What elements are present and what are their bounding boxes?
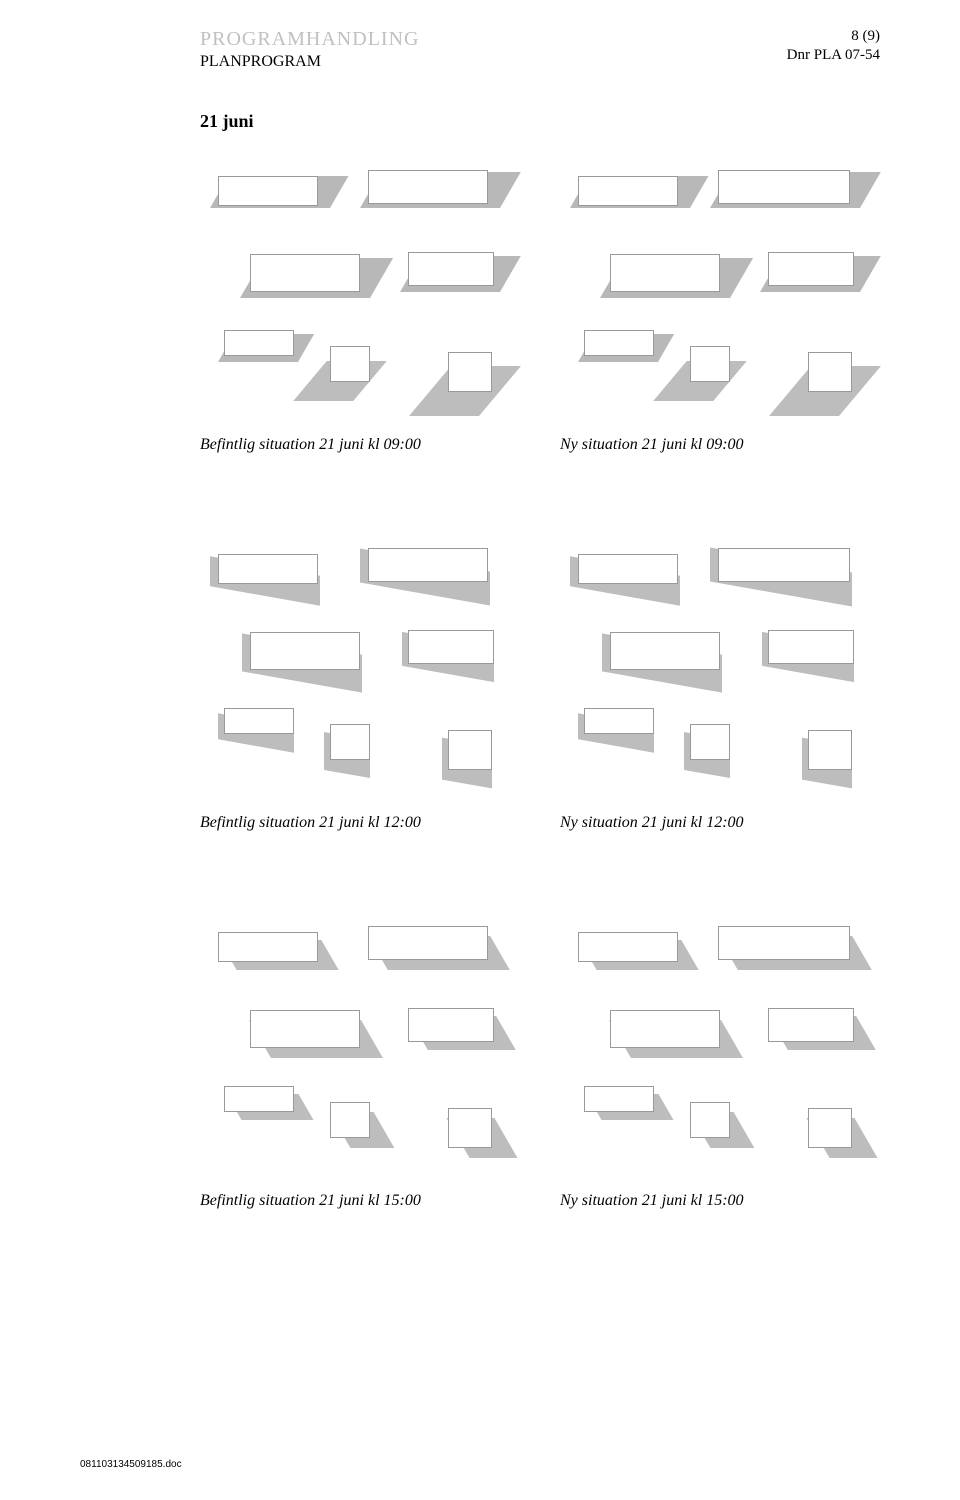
header-left: PROGRAMHANDLING PLANPROGRAM <box>200 28 419 71</box>
shadow-diagram <box>560 544 880 804</box>
shadow-diagram <box>200 922 520 1182</box>
figure-caption: Befintlig situation 21 juni kl 15:00 <box>200 1192 520 1210</box>
figure-cell-left: Befintlig situation 21 juni kl 15:00 <box>200 922 520 1210</box>
content: 21 juni Befintlig situation 21 juni kl 0… <box>0 71 960 1210</box>
shadow-diagram <box>560 922 880 1182</box>
figure-caption: Ny situation 21 juni kl 15:00 <box>560 1192 880 1210</box>
figure-cell-left: Befintlig situation 21 juni kl 12:00 <box>200 544 520 832</box>
figure-caption: Ny situation 21 juni kl 12:00 <box>560 814 880 832</box>
figure-cell-right: Ny situation 21 juni kl 15:00 <box>560 922 880 1210</box>
figure-caption: Ny situation 21 juni kl 09:00 <box>560 436 880 454</box>
figure-cell-right: Ny situation 21 juni kl 12:00 <box>560 544 880 832</box>
figure-caption: Befintlig situation 21 juni kl 09:00 <box>200 436 520 454</box>
shadow-diagram <box>200 544 520 804</box>
figure-caption: Befintlig situation 21 juni kl 12:00 <box>200 814 520 832</box>
page-number: 8 (9) <box>787 28 880 45</box>
doc-subtitle: PLANPROGRAM <box>200 53 419 71</box>
figure-row: Befintlig situation 21 juni kl 09:00 Ny … <box>200 166 880 454</box>
dnr: Dnr PLA 07-54 <box>787 47 880 64</box>
shadow-diagram <box>200 166 520 426</box>
figure-row: Befintlig situation 21 juni kl 15:00 Ny … <box>200 922 880 1210</box>
figure-cell-left: Befintlig situation 21 juni kl 09:00 <box>200 166 520 454</box>
page-header: PROGRAMHANDLING PLANPROGRAM 8 (9) Dnr PL… <box>0 0 960 71</box>
figure-row: Befintlig situation 21 juni kl 12:00 Ny … <box>200 544 880 832</box>
figure-cell-right: Ny situation 21 juni kl 09:00 <box>560 166 880 454</box>
shadow-diagram <box>560 166 880 426</box>
footer-filename: 081103134509185.doc <box>80 1459 182 1470</box>
doc-title: PROGRAMHANDLING <box>200 28 419 51</box>
header-right: 8 (9) Dnr PLA 07-54 <box>787 28 880 64</box>
section-heading: 21 juni <box>200 111 880 132</box>
